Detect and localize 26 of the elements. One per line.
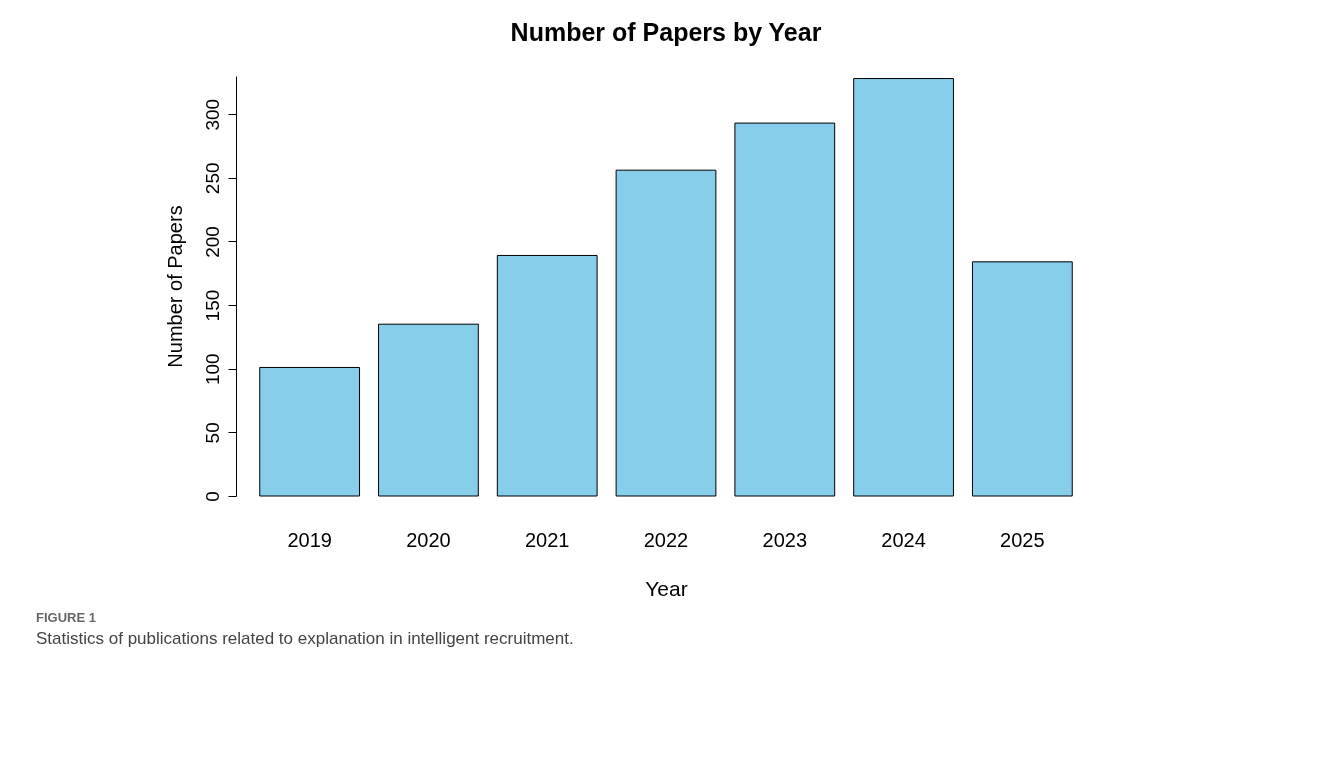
y-tick-label: 300 bbox=[201, 98, 223, 131]
chart-title: Number of Papers by Year bbox=[510, 18, 822, 46]
bar bbox=[971, 261, 1073, 497]
x-tick-label: 2024 bbox=[881, 528, 926, 551]
bar bbox=[615, 169, 717, 497]
x-tick-label: 2021 bbox=[524, 528, 570, 551]
text: Statistics of publications related to explanation in intelligent recruitment. bbox=[36, 629, 575, 649]
x-tick-label: 2023 bbox=[762, 528, 808, 551]
x-tick-label: 2020 bbox=[406, 528, 451, 551]
y-tick-label: 100 bbox=[201, 353, 223, 386]
bar bbox=[378, 323, 479, 497]
y-tick-label: 250 bbox=[201, 162, 223, 195]
x-tick-label: 2025 bbox=[1000, 528, 1045, 551]
y-tick-label: 0 bbox=[201, 491, 223, 502]
y-tick-label: 150 bbox=[201, 289, 223, 322]
x-axis-title: Year bbox=[645, 576, 688, 600]
bar bbox=[496, 254, 598, 497]
bar bbox=[259, 366, 361, 497]
y-tick-label: 200 bbox=[201, 226, 223, 258]
bar bbox=[734, 122, 836, 497]
y-tick-label: 50 bbox=[201, 422, 223, 444]
caption: FIGURE 1 bbox=[36, 610, 97, 625]
y-axis-title: Number of Papers bbox=[163, 205, 186, 368]
x-tick-label: 2022 bbox=[643, 528, 689, 551]
bar bbox=[853, 78, 954, 497]
x-tick-label: 2019 bbox=[287, 528, 332, 551]
